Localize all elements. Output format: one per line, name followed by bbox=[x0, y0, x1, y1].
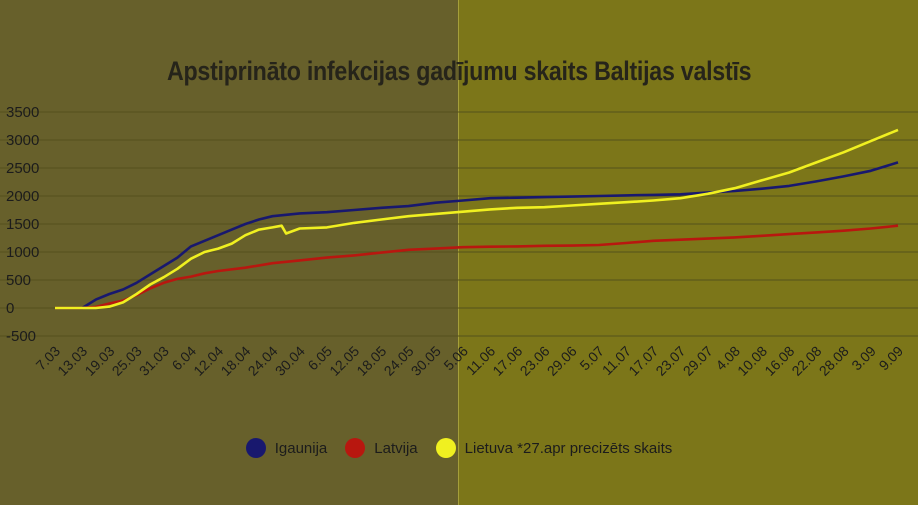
x-tick-label: 30.05 bbox=[408, 343, 444, 379]
x-tick-label: 29.06 bbox=[544, 343, 580, 379]
x-tick-label: 24.05 bbox=[381, 343, 417, 379]
legend-swatch bbox=[245, 438, 266, 458]
y-tick-label: 1500 bbox=[6, 216, 39, 233]
x-tick-label: 12.04 bbox=[190, 343, 226, 379]
x-tick-label: 9.09 bbox=[876, 343, 907, 374]
x-tick-label: 17.06 bbox=[489, 343, 525, 379]
x-tick-label: 19.03 bbox=[81, 343, 117, 379]
y-tick-label: 500 bbox=[6, 272, 31, 289]
x-tick-label: 3.09 bbox=[848, 343, 879, 374]
x-tick-label: 10.08 bbox=[734, 343, 770, 379]
x-axis-tick-labels: 7.0313.0319.0325.0331.036.0412.0418.0424… bbox=[33, 343, 907, 379]
x-tick-label: 29.07 bbox=[680, 343, 716, 379]
x-tick-label: 16.08 bbox=[761, 343, 797, 379]
x-tick-label: 30.04 bbox=[272, 343, 308, 379]
series-line-2 bbox=[55, 128, 899, 310]
legend: Igaunija Latvija Lietuva *27.apr precizēts… bbox=[0, 436, 918, 460]
gridlines bbox=[0, 111, 918, 337]
y-tick-label: 2000 bbox=[6, 188, 39, 205]
legend-label: Igaunija bbox=[274, 439, 328, 457]
x-tick-label: 11.06 bbox=[463, 343, 499, 379]
x-tick-label: 23.07 bbox=[652, 343, 688, 379]
series-line-1 bbox=[55, 224, 899, 310]
y-tick-label: 2500 bbox=[6, 160, 39, 177]
x-tick-label: 22.08 bbox=[788, 343, 824, 379]
y-tick-label: 0 bbox=[6, 300, 14, 317]
series-lines bbox=[55, 128, 899, 310]
x-tick-label: 18.05 bbox=[353, 343, 389, 379]
x-tick-label: 24.04 bbox=[245, 343, 281, 379]
legend-label: Latvija bbox=[374, 439, 418, 457]
x-tick-label: 13.03 bbox=[54, 343, 90, 379]
x-tick-label: 11.07 bbox=[599, 343, 635, 379]
legend-item: Lietuva *27.apr precizēts skaits bbox=[435, 438, 673, 458]
x-tick-label: 31.03 bbox=[136, 343, 172, 379]
x-tick-label: 12.05 bbox=[326, 343, 362, 379]
y-tick-label: 3000 bbox=[6, 132, 39, 149]
y-tick-label: 3500 bbox=[6, 104, 39, 121]
y-axis-tick-labels: 3500 3000 2500 2000 1500 1000 500 0 -500 bbox=[6, 104, 39, 345]
chart-title: Apstiprināto infekcijas gadījumu skaits … bbox=[166, 56, 752, 86]
legend-swatch bbox=[345, 438, 366, 458]
legend-item: Igaunija bbox=[245, 438, 328, 458]
y-tick-label: -500 bbox=[6, 328, 36, 345]
x-tick-label: 17.07 bbox=[625, 343, 661, 379]
y-tick-label: 1000 bbox=[6, 244, 39, 261]
x-tick-label: 23.06 bbox=[517, 343, 553, 379]
legend-swatch bbox=[435, 438, 456, 458]
x-tick-label: 18.04 bbox=[217, 343, 253, 379]
x-tick-label: 28.08 bbox=[816, 343, 852, 379]
x-tick-label: 25.03 bbox=[109, 343, 145, 379]
series-line-0 bbox=[55, 161, 899, 310]
legend-label: Lietuva *27.apr precizēts skaits bbox=[464, 439, 673, 457]
legend-item: Latvija bbox=[345, 438, 418, 458]
